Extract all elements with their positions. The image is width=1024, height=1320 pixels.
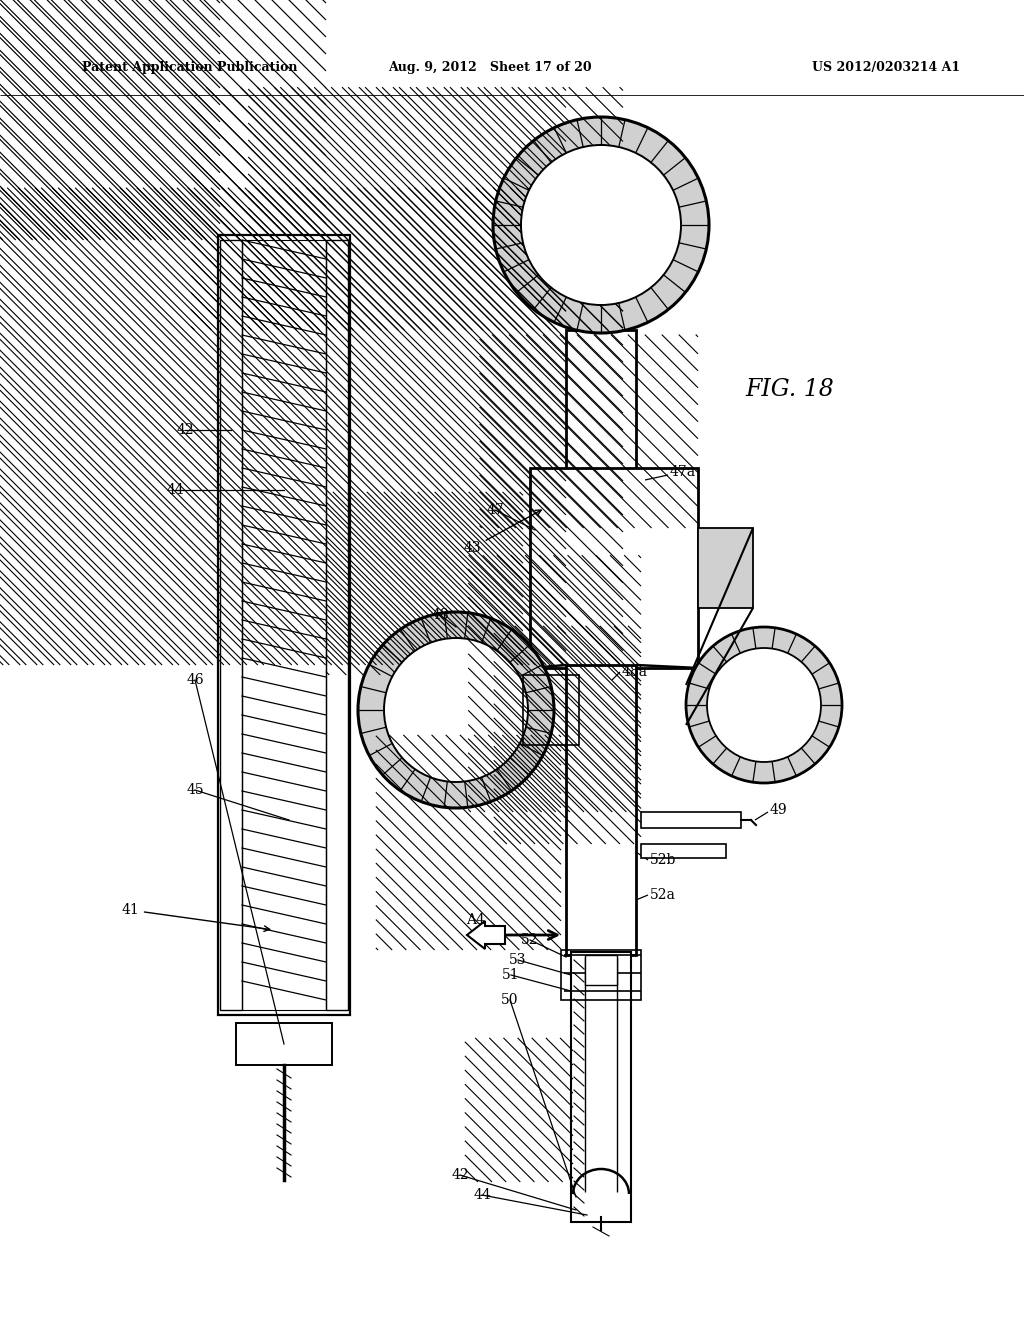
Bar — [566, 665, 636, 954]
Text: 49: 49 — [770, 803, 787, 817]
Bar — [641, 843, 726, 858]
Text: 42: 42 — [176, 422, 194, 437]
Bar — [698, 528, 753, 609]
Bar — [641, 812, 741, 828]
Text: 46: 46 — [186, 673, 204, 686]
Bar — [523, 675, 579, 744]
Text: Aug. 9, 2012   Sheet 17 of 20: Aug. 9, 2012 Sheet 17 of 20 — [388, 62, 592, 74]
Text: FIG. 18: FIG. 18 — [745, 379, 835, 401]
Text: 48a: 48a — [622, 665, 648, 678]
Text: 50: 50 — [502, 993, 519, 1007]
Bar — [242, 240, 326, 1010]
Bar — [585, 954, 617, 985]
Text: 48: 48 — [431, 609, 449, 622]
Bar — [571, 952, 631, 1222]
Text: 42: 42 — [452, 1168, 469, 1181]
Text: 52: 52 — [521, 933, 539, 946]
Text: 47a: 47a — [670, 465, 696, 479]
Bar — [236, 1023, 332, 1065]
Wedge shape — [493, 117, 709, 333]
Text: 53: 53 — [509, 953, 526, 968]
Bar — [561, 950, 641, 1001]
Wedge shape — [686, 627, 842, 783]
Bar — [326, 240, 348, 1010]
Text: 43: 43 — [463, 510, 542, 554]
Bar — [218, 235, 350, 1015]
Text: Patent Application Publication: Patent Application Publication — [82, 62, 298, 74]
Bar — [530, 469, 698, 668]
Circle shape — [707, 648, 821, 762]
Bar — [220, 240, 242, 1010]
Text: 44: 44 — [166, 483, 184, 498]
Text: A4: A4 — [467, 913, 485, 927]
Text: 52a: 52a — [650, 888, 676, 902]
Circle shape — [384, 638, 528, 781]
Text: 52b: 52b — [650, 853, 677, 867]
Text: US 2012/0203214 A1: US 2012/0203214 A1 — [812, 62, 961, 74]
Text: 47: 47 — [486, 503, 504, 517]
Text: 44: 44 — [473, 1188, 490, 1203]
Bar — [566, 330, 636, 475]
Wedge shape — [358, 612, 554, 808]
Text: 41: 41 — [121, 903, 269, 932]
Text: 51: 51 — [502, 968, 520, 982]
Circle shape — [521, 145, 681, 305]
FancyArrow shape — [467, 921, 505, 949]
Text: 45: 45 — [186, 783, 204, 797]
